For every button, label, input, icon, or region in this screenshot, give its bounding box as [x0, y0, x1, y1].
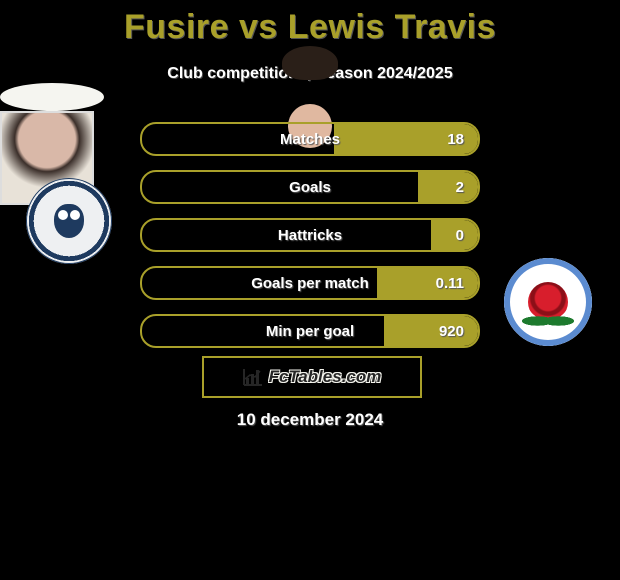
stat-value: 920 — [439, 323, 464, 340]
stat-label: Matches — [280, 131, 340, 148]
stat-label: Goals per match — [251, 275, 369, 292]
stat-fill — [418, 172, 478, 202]
brand-box: FcTables.com — [202, 356, 422, 398]
player-left-avatar — [0, 83, 104, 111]
stat-row-matches: Matches 18 — [140, 122, 480, 156]
stat-fill — [431, 220, 478, 250]
comparison-infographic: Fusire vs Lewis Travis Club competitions… — [0, 0, 620, 580]
stat-label: Goals — [289, 179, 331, 196]
date-line: 10 december 2024 — [0, 410, 620, 430]
page-title: Fusire vs Lewis Travis — [0, 0, 620, 47]
stat-row-goals: Goals 2 — [140, 170, 480, 204]
stat-label: Hattricks — [278, 227, 342, 244]
stat-row-hattricks: Hattricks 0 — [140, 218, 480, 252]
stats-panel: Matches 18 Goals 2 Hattricks 0 Goals per… — [140, 122, 480, 362]
bar-chart-icon — [243, 368, 263, 386]
stat-value: 2 — [456, 179, 464, 196]
stat-row-min-per-goal: Min per goal 920 — [140, 314, 480, 348]
stat-label: Min per goal — [266, 323, 354, 340]
brand-text: FcTables.com — [269, 367, 382, 387]
club-left-badge — [26, 178, 112, 264]
stat-row-goals-per-match: Goals per match 0.11 — [140, 266, 480, 300]
stat-value: 18 — [447, 131, 464, 148]
owl-icon — [54, 204, 84, 238]
stat-value: 0.11 — [436, 275, 464, 292]
stat-value: 0 — [456, 227, 464, 244]
club-right-badge — [504, 258, 592, 346]
rose-icon — [528, 282, 568, 322]
